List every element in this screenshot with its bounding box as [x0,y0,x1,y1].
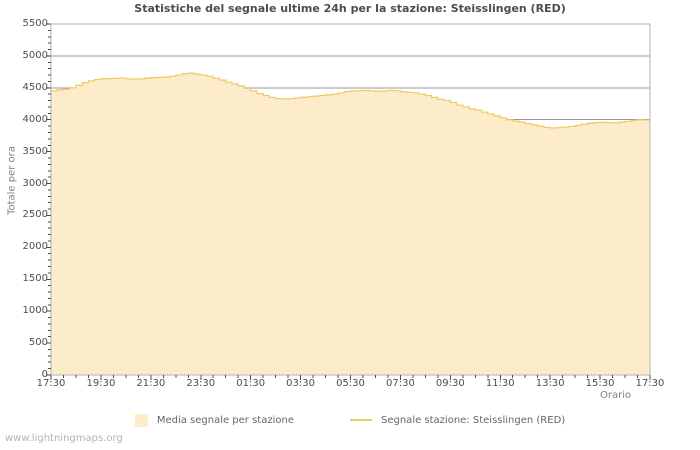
x-tick-label: 23:30 [186,378,216,389]
y-tick-label: 1500 [22,273,48,285]
y-tick-label: 2000 [22,241,48,253]
y-tick-label: 2500 [22,209,48,221]
x-tick-label: 01:30 [236,378,266,389]
y-tick-label: 3500 [22,145,48,157]
y-tick-label: 1000 [22,305,48,317]
y-tick-label: 3000 [22,177,48,189]
y-tick-label: 5500 [22,18,48,29]
x-tick-label: 15:30 [585,378,615,389]
x-tick-label: 09:30 [435,378,465,389]
x-tick-label: 11:30 [485,378,515,389]
x-tick-label: 19:30 [86,378,116,389]
legend-label-station: Segnale stazione: Steisslingen (RED) [381,414,566,426]
legend-item-media[interactable]: Media segnale per stazione [134,413,294,427]
legend-item-station[interactable]: Segnale stazione: Steisslingen (RED) [350,415,565,426]
x-axis-ticks: 17:30 19:30 21:30 23:30 01:30 03:30 05:30 07:30… [36,378,665,389]
x-tick-label: 17:30 [36,378,66,389]
chart-legend: Media segnale per stazione Segnale stazi… [0,409,700,431]
watermark: www.lightningmaps.org [5,433,123,444]
x-tick-label: 07:30 [385,378,415,389]
x-tick-label: 21:30 [136,378,166,389]
y-tick-label: 4000 [22,113,48,125]
y-tick-label: 0 [41,369,48,380]
x-tick-label: 17:30 [635,378,665,389]
y-tick-label: 500 [28,337,48,349]
chart-title: Statistiche del segnale ultime 24h per l… [134,2,566,15]
y-tick-label: 4500 [22,81,48,93]
x-tick-label: 05:30 [336,378,365,389]
legend-label-media: Media segnale per stazione [156,414,294,426]
x-axis-label: Orario [600,390,632,401]
y-tick-label: 5000 [22,49,48,61]
legend-line-icon [350,419,372,421]
x-tick-label: 03:30 [286,378,315,389]
y-axis-ticks: 0 500 1000 1500 2000 2500 3000 3500 4000 4500 5000… [0,0,48,400]
x-tick-label: 13:30 [535,378,565,389]
plot-area [46,23,651,380]
legend-swatch-icon [134,413,148,427]
